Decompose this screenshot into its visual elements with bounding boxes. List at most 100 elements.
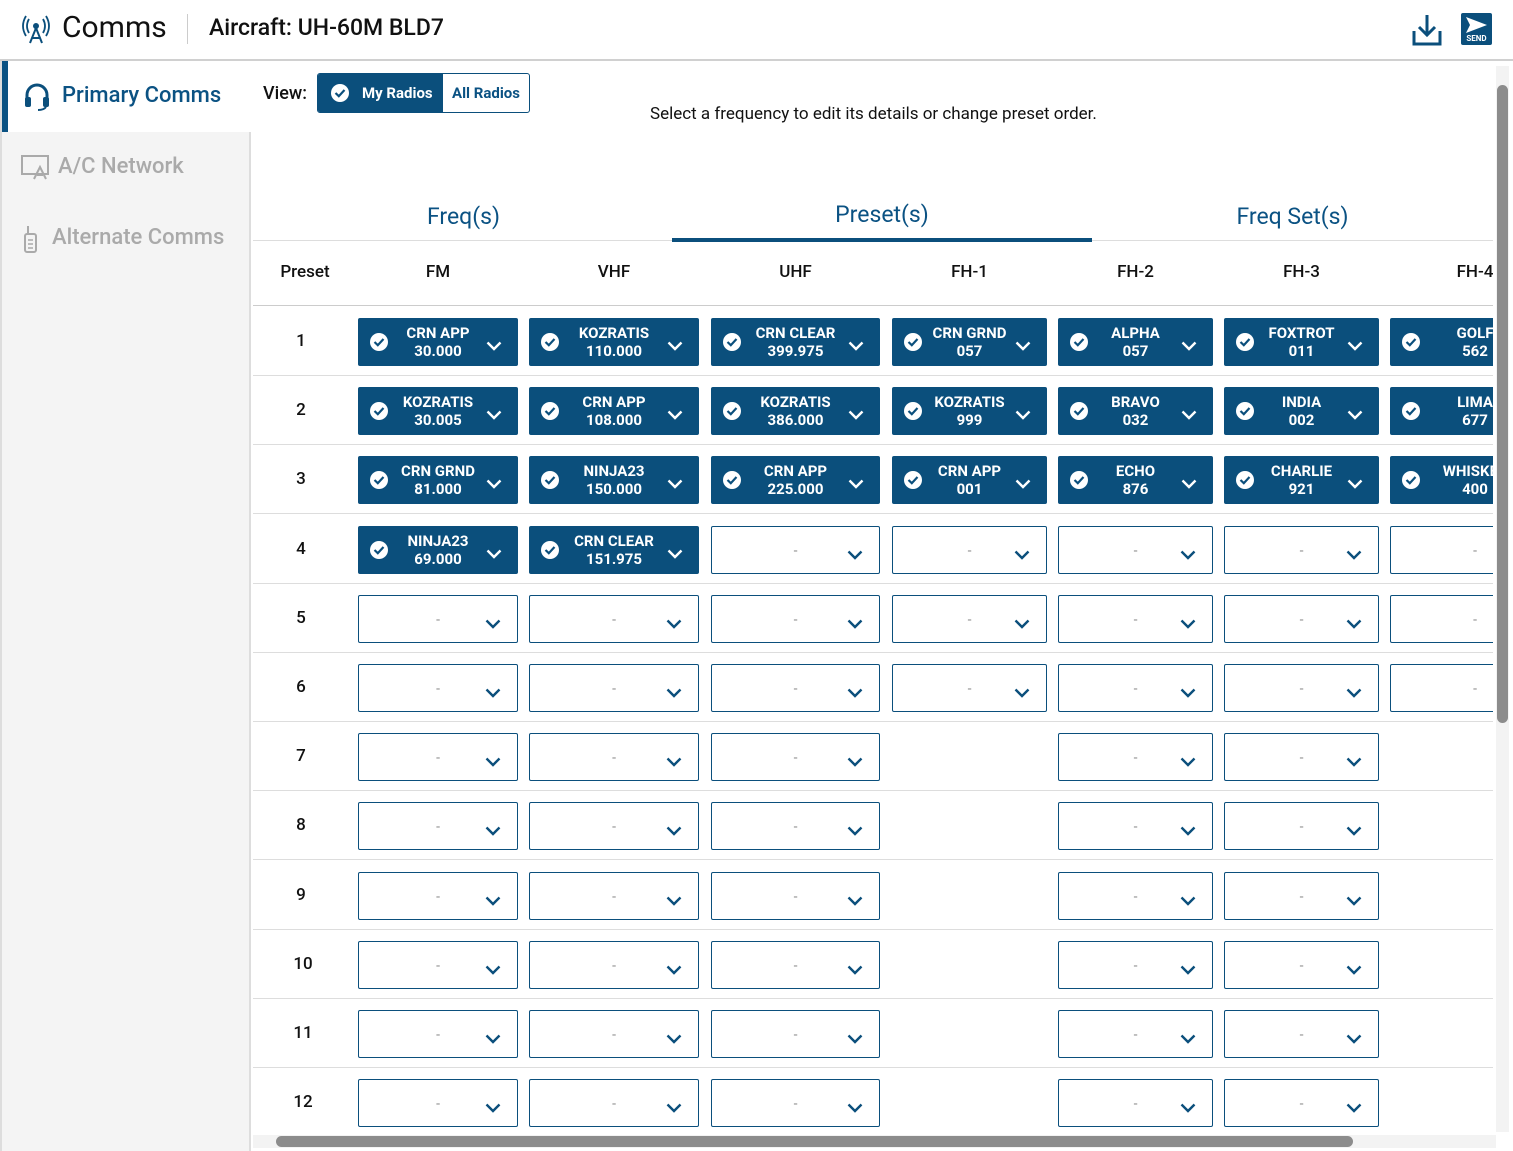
frequency-select[interactable]: CRN APP 108.000 bbox=[529, 387, 699, 436]
frequency-select[interactable]: - bbox=[711, 664, 880, 712]
row-rule bbox=[253, 582, 1493, 584]
frequency-select[interactable]: KOZRATIS 110.000 bbox=[529, 318, 699, 366]
frequency-select[interactable]: - bbox=[358, 940, 518, 989]
preset-freq: 69.000 bbox=[414, 549, 462, 568]
frequency-select[interactable]: - bbox=[1390, 664, 1493, 712]
frequency-select[interactable]: - bbox=[711, 525, 880, 574]
frequency-select[interactable]: CRN APP 30.000 bbox=[358, 318, 518, 366]
tab[interactable]: Preset(s) bbox=[672, 191, 1092, 242]
check-icon bbox=[1235, 332, 1255, 356]
frequency-select[interactable]: - bbox=[358, 664, 518, 712]
frequency-select[interactable]: - bbox=[711, 1010, 880, 1058]
frequency-select[interactable]: - bbox=[529, 1010, 699, 1058]
frequency-select[interactable]: KOZRATIS 386.000 bbox=[711, 387, 880, 436]
empty-value: - bbox=[612, 819, 616, 836]
frequency-select[interactable]: - bbox=[1058, 1079, 1213, 1128]
app-title: Comms bbox=[62, 10, 167, 45]
empty-value: - bbox=[1133, 611, 1138, 628]
frequency-select[interactable]: BRAVO 032 bbox=[1058, 387, 1213, 436]
frequency-select[interactable]: - bbox=[529, 871, 699, 920]
frequency-select[interactable]: - bbox=[358, 733, 518, 782]
frequency-select[interactable]: - bbox=[529, 1079, 699, 1128]
frequency-select[interactable]: CRN CLEAR 151.975 bbox=[529, 525, 699, 574]
frequency-select[interactable]: ECHO 876 bbox=[1058, 456, 1213, 505]
nav-item[interactable]: Alternate Comms bbox=[2, 203, 251, 274]
frequency-select[interactable]: - bbox=[529, 664, 699, 712]
chevron bbox=[1180, 753, 1196, 771]
frequency-select[interactable]: - bbox=[1224, 594, 1379, 643]
frequency-select[interactable]: - bbox=[711, 1079, 880, 1128]
tab[interactable]: Freq(s) bbox=[426, 203, 501, 230]
frequency-select[interactable]: - bbox=[1224, 525, 1379, 574]
frequency-select[interactable]: - bbox=[1058, 733, 1213, 782]
frequency-select[interactable]: - bbox=[1058, 664, 1213, 712]
frequency-select[interactable]: - bbox=[529, 594, 699, 643]
frequency-select[interactable]: - bbox=[1058, 525, 1213, 574]
frequency-select[interactable]: - bbox=[711, 802, 880, 851]
frequency-select[interactable]: - bbox=[1224, 871, 1379, 920]
frequency-select[interactable]: - bbox=[1058, 802, 1213, 851]
chevron bbox=[666, 822, 682, 840]
send-button[interactable]: SEND bbox=[1461, 13, 1492, 45]
frequency-select[interactable]: - bbox=[1058, 940, 1213, 989]
frequency-select[interactable]: - bbox=[892, 525, 1047, 574]
chevron bbox=[1015, 406, 1031, 424]
frequency-select[interactable]: CRN APP 225.000 bbox=[711, 456, 880, 505]
nav-icon bbox=[22, 81, 52, 117]
frequency-select[interactable]: INDIA 002 bbox=[1224, 387, 1379, 436]
chevron bbox=[1180, 1099, 1196, 1117]
frequency-select[interactable]: - bbox=[1224, 733, 1379, 782]
download-button[interactable] bbox=[1411, 13, 1443, 47]
frequency-select[interactable]: CRN APP 001 bbox=[892, 456, 1047, 505]
frequency-select[interactable]: - bbox=[1058, 871, 1213, 920]
h-scrollbar bbox=[253, 1135, 1496, 1148]
frequency-select[interactable]: - bbox=[711, 871, 880, 920]
frequency-select[interactable]: - bbox=[1390, 594, 1493, 643]
frequency-select[interactable]: - bbox=[892, 664, 1047, 712]
frequency-select[interactable]: WHISKEY400 bbox=[1390, 456, 1493, 505]
frequency-select[interactable]: - bbox=[358, 1079, 518, 1128]
frequency-select[interactable]: GOLF 562 bbox=[1390, 318, 1493, 366]
frequency-select[interactable]: - bbox=[711, 733, 880, 782]
frequency-select[interactable]: - bbox=[529, 802, 699, 851]
frequency-select[interactable]: - bbox=[358, 802, 518, 851]
frequency-select[interactable]: - bbox=[1224, 940, 1379, 989]
nav-item[interactable]: Primary Comms bbox=[2, 61, 251, 132]
frequency-select[interactable]: - bbox=[358, 871, 518, 920]
frequency-select[interactable]: NINJA23 150.000 bbox=[529, 456, 699, 505]
nav-item[interactable]: A/C Network bbox=[2, 132, 251, 203]
frequency-select[interactable]: - bbox=[358, 594, 518, 643]
frequency-select[interactable]: - bbox=[1224, 1079, 1379, 1128]
frequency-select[interactable]: LIMA 677 bbox=[1390, 387, 1493, 436]
empty-value: - bbox=[612, 750, 616, 767]
frequency-select[interactable]: ALPHA 057 bbox=[1058, 318, 1213, 366]
frequency-select[interactable]: KOZRATIS 999 bbox=[892, 387, 1047, 436]
frequency-select[interactable]: - bbox=[711, 940, 880, 989]
frequency-select[interactable]: CRN GRND 81.000 bbox=[358, 456, 518, 505]
frequency-select[interactable]: - bbox=[1224, 1010, 1379, 1058]
frequency-select[interactable]: CHARLIE 921 bbox=[1224, 456, 1379, 505]
toggle-all[interactable]: All Radios bbox=[452, 84, 520, 102]
frequency-select[interactable]: - bbox=[358, 1010, 518, 1058]
frequency-select[interactable]: - bbox=[529, 940, 699, 989]
frequency-select[interactable]: - bbox=[529, 733, 699, 782]
chevron bbox=[1181, 475, 1197, 493]
chevron bbox=[486, 545, 502, 563]
frequency-select[interactable]: - bbox=[1390, 525, 1493, 574]
preset-name: FOXTROT bbox=[1268, 324, 1335, 342]
frequency-select[interactable]: - bbox=[711, 594, 880, 643]
frequency-select[interactable]: - bbox=[892, 594, 1047, 643]
frequency-select[interactable]: CRN GRND 057 bbox=[892, 318, 1047, 366]
toggle-my[interactable]: My Radios bbox=[318, 74, 443, 112]
frequency-select[interactable]: - bbox=[1224, 664, 1379, 712]
chevron bbox=[666, 961, 682, 979]
frequency-select[interactable]: NINJA23 69.000 bbox=[358, 525, 518, 574]
check-icon bbox=[722, 470, 742, 494]
frequency-select[interactable]: - bbox=[1224, 802, 1379, 851]
frequency-select[interactable]: CRN CLEAR 399.975 bbox=[711, 318, 880, 366]
frequency-select[interactable]: - bbox=[1058, 1010, 1213, 1058]
frequency-select[interactable]: KOZRATIS 30.005 bbox=[358, 387, 518, 436]
tab[interactable]: Freq Set(s) bbox=[1236, 203, 1349, 230]
frequency-select[interactable]: FOXTROT 011 bbox=[1224, 318, 1379, 366]
frequency-select[interactable]: - bbox=[1058, 594, 1213, 643]
